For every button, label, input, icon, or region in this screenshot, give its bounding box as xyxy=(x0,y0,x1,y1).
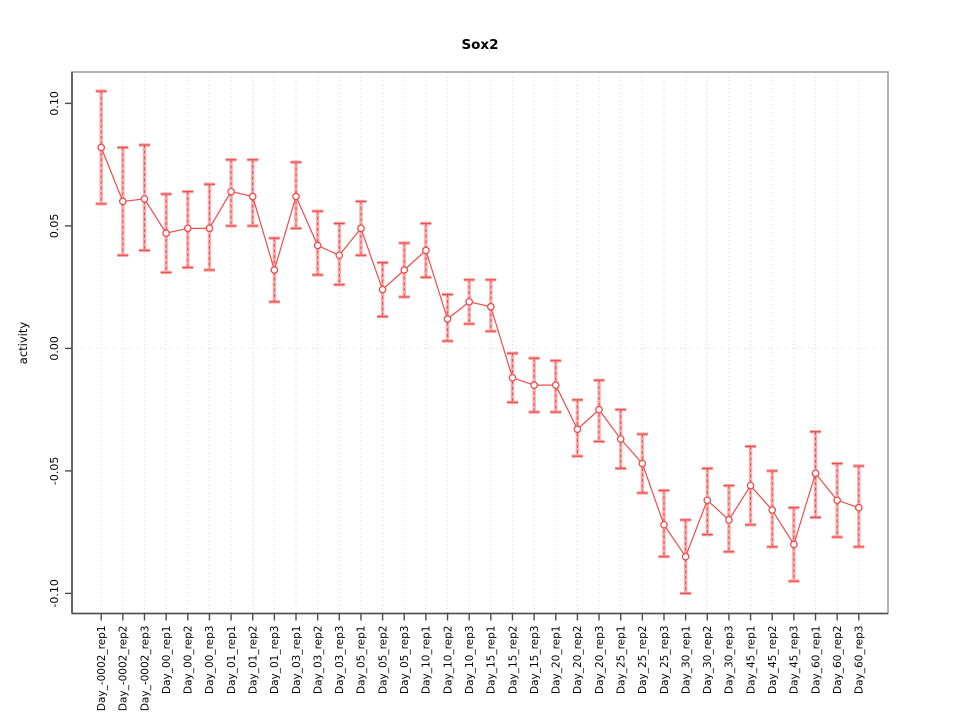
data-point xyxy=(638,459,647,468)
data-point xyxy=(270,266,279,274)
x-tick-label: Day_03_rep1 xyxy=(291,626,303,695)
data-point xyxy=(140,195,149,203)
data-point xyxy=(595,405,603,414)
data-point xyxy=(292,192,300,201)
data-point xyxy=(725,516,733,524)
grid-layer xyxy=(72,72,888,614)
data-point xyxy=(508,373,517,382)
y-tick-label: 0.00 xyxy=(48,336,61,361)
x-tick-label: Day_20_rep2 xyxy=(572,626,584,695)
data-point xyxy=(313,241,322,250)
x-tick-label: Day_45_rep1 xyxy=(745,626,757,695)
data-point xyxy=(205,224,214,233)
y-tick-label: -0.10 xyxy=(48,579,61,607)
data-point xyxy=(400,266,409,274)
x-tick-label: Day_05_rep3 xyxy=(399,626,411,695)
plot-frame-layer xyxy=(71,71,889,615)
x-tick-label: Day_10_rep3 xyxy=(464,626,476,695)
x-tick-label: Day_30_rep1 xyxy=(680,626,692,695)
data-point xyxy=(573,425,582,434)
data-point xyxy=(227,187,235,196)
x-tick-label: Day_05_rep2 xyxy=(377,626,389,695)
chart-title: Sox2 xyxy=(461,37,498,53)
data-point xyxy=(530,381,538,389)
data-point xyxy=(660,520,668,529)
data-point xyxy=(833,496,842,505)
x-tick-label: Day_15_rep3 xyxy=(529,626,541,695)
data-point xyxy=(378,285,387,294)
x-tick-label: Day_15_rep1 xyxy=(486,626,498,695)
data-layer xyxy=(95,89,865,596)
data-point xyxy=(118,197,127,206)
x-tick-label: Day_20_rep1 xyxy=(551,626,563,695)
data-point xyxy=(854,503,863,512)
x-tick-label: Day_60_rep3 xyxy=(854,626,866,695)
x-tick-label: Day_05_rep1 xyxy=(356,626,368,695)
data-point xyxy=(97,143,106,152)
x-tick-label: Day_00_rep3 xyxy=(204,626,216,695)
data-point xyxy=(248,192,257,201)
x-tick-label: Day_01_rep2 xyxy=(248,626,260,695)
x-tick-label: Day_03_rep3 xyxy=(334,626,346,695)
y-tick-label: -0.05 xyxy=(48,457,61,485)
data-point xyxy=(681,552,690,561)
x-tick-label: Day_-0002_rep1 xyxy=(96,626,108,712)
data-point xyxy=(811,469,820,478)
x-tick-label: Day_20_rep3 xyxy=(594,626,606,695)
x-tick-label: Day_-0002_rep3 xyxy=(139,626,151,712)
x-tick-label: Day_60_rep2 xyxy=(832,626,844,695)
x-tick-label: Day_30_rep2 xyxy=(702,626,714,695)
x-tick-label: Day_01_rep3 xyxy=(269,626,281,695)
y-axis-label: activity xyxy=(16,322,30,365)
x-tick-label: Day_25_rep3 xyxy=(659,626,671,695)
series-line xyxy=(100,147,859,558)
data-point xyxy=(616,435,625,443)
data-point xyxy=(746,481,755,490)
x-tick-label: Day_25_rep1 xyxy=(615,626,627,695)
x-tick-label: Day_15_rep2 xyxy=(507,626,519,695)
x-tick-label: Day_60_rep1 xyxy=(810,626,822,695)
data-point xyxy=(335,251,344,260)
y-tick-label: 0.05 xyxy=(48,214,61,239)
x-tick-label: Day_10_rep2 xyxy=(442,626,454,695)
data-point xyxy=(183,224,192,233)
x-tick-label: Day_30_rep3 xyxy=(724,626,736,695)
x-tick-label: Day_-0002_rep2 xyxy=(118,626,130,712)
x-tick-label: Day_45_rep2 xyxy=(767,626,779,695)
x-tick-label: Day_01_rep1 xyxy=(226,626,238,695)
data-point xyxy=(768,506,777,514)
data-point xyxy=(551,381,560,389)
data-point xyxy=(422,246,430,255)
tick-labels-layer: -0.10 -0.05 0.00 0.05 0.10 Day_-0002_rep1 Day_… xyxy=(48,91,866,711)
data-point xyxy=(486,302,495,311)
data-point xyxy=(162,229,170,238)
axis-ticks-layer xyxy=(65,102,860,621)
x-tick-label: Day_03_rep2 xyxy=(312,626,324,695)
data-point xyxy=(465,297,474,306)
x-tick-label: Day_10_rep1 xyxy=(421,626,433,695)
y-tick-label: 0.10 xyxy=(48,91,61,116)
x-tick-label: Day_45_rep3 xyxy=(789,626,801,695)
data-point xyxy=(357,224,365,233)
x-tick-label: Day_00_rep2 xyxy=(183,626,195,695)
x-tick-label: Day_00_rep1 xyxy=(161,626,173,695)
data-point xyxy=(443,315,452,323)
plot-frame xyxy=(71,71,889,615)
data-point xyxy=(790,540,798,549)
x-tick-label: Day_25_rep2 xyxy=(637,626,649,695)
data-point xyxy=(703,496,712,505)
